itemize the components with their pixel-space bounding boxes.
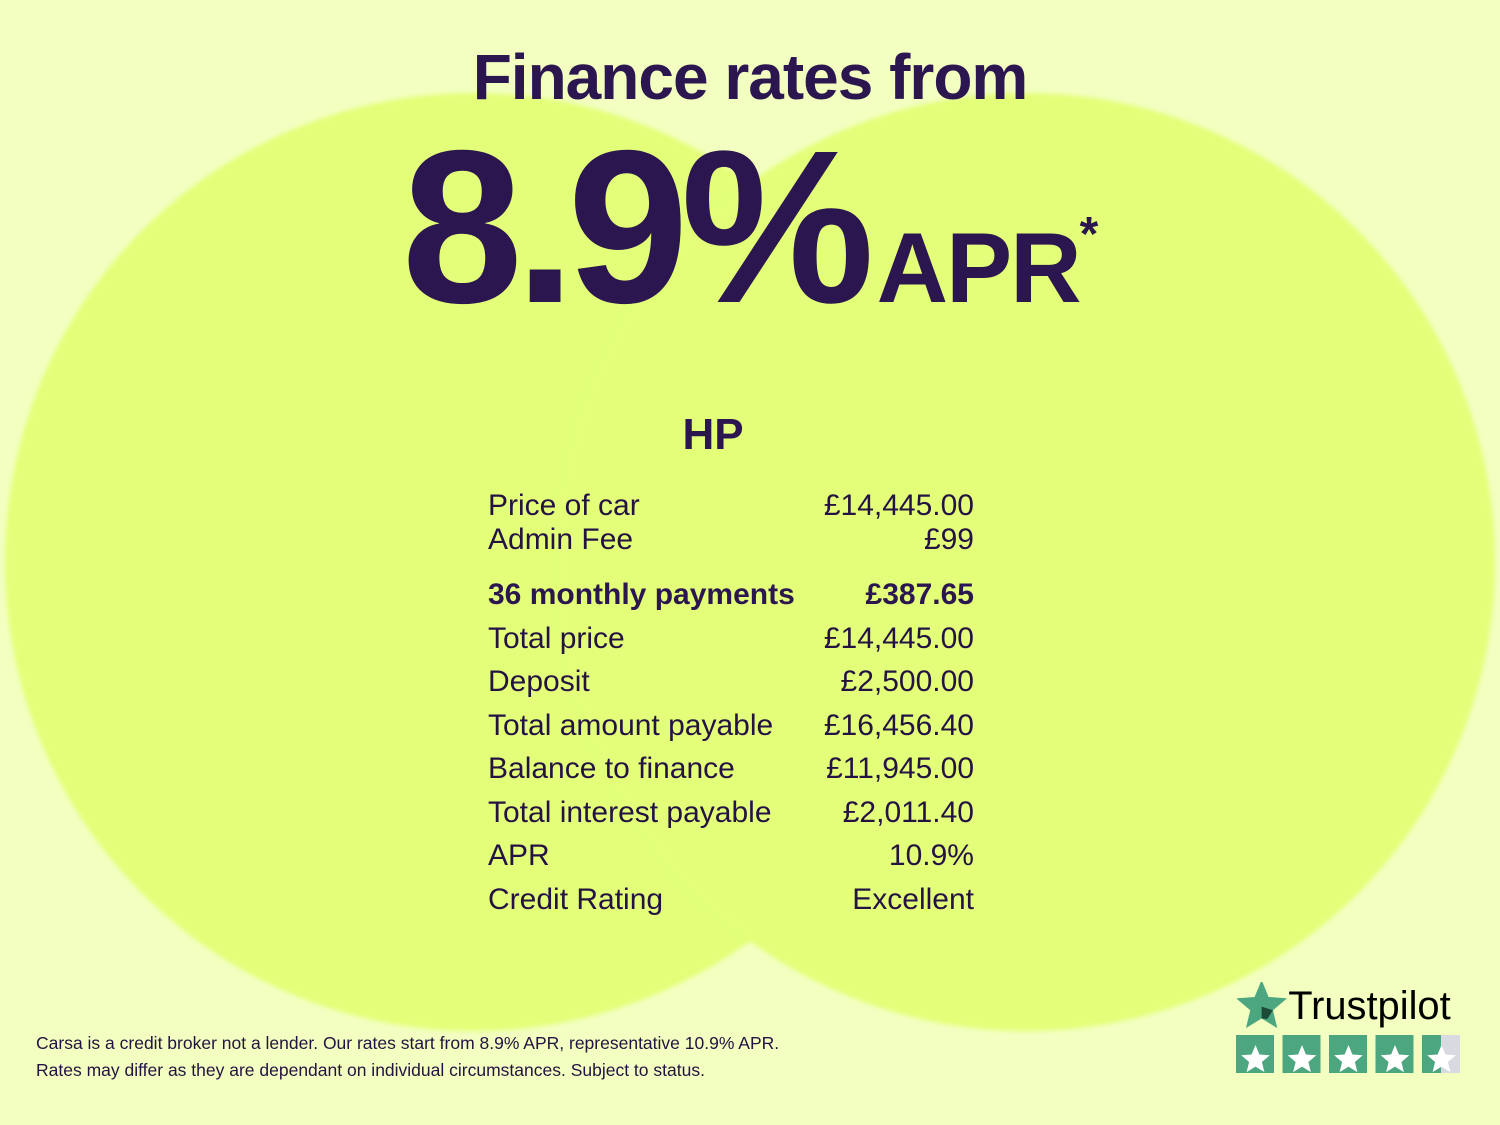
svg-text:Trustpilot: Trustpilot [1288, 984, 1451, 1028]
